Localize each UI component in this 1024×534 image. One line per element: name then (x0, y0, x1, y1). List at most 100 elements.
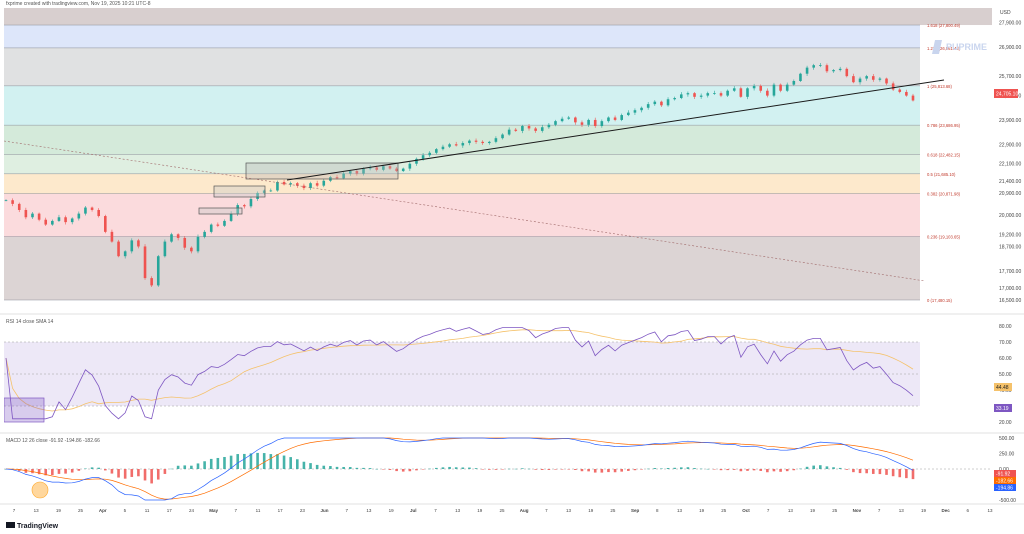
candle-body (84, 207, 87, 214)
time-tick-label: 7 (434, 508, 437, 513)
macd-hist-bar (845, 469, 849, 470)
range-boxes (198, 162, 399, 215)
macd-hist-bar (117, 469, 120, 478)
macd-hist-bar (501, 469, 504, 470)
macd-hist-bar (170, 468, 173, 470)
macd-hist-bar (871, 469, 875, 474)
macd-hist-bar (216, 457, 220, 469)
candle-body (196, 236, 200, 252)
candle-body (375, 167, 379, 170)
fib-trend-dashed (3, 140, 926, 282)
candle-body (693, 93, 696, 97)
candle-body (236, 205, 240, 214)
candle-body (534, 128, 537, 131)
candle-body (309, 183, 312, 189)
candle-body (57, 217, 61, 221)
candle-body (223, 220, 226, 226)
candle-body (24, 209, 28, 218)
candle-body (494, 138, 498, 142)
candle-body (706, 93, 710, 96)
candle-body (137, 240, 140, 247)
candle-body (454, 144, 458, 146)
macd-hist-bar (262, 453, 266, 469)
candle-body (540, 127, 544, 131)
macd-line-badge-box (994, 484, 1016, 491)
macd-hist-bar (454, 467, 458, 469)
time-tick-label: 25 (78, 508, 84, 513)
macd-header: MACD 12 26 close -91.92 -194.86 -182.66 (6, 438, 100, 444)
time-tick-label: 19 (588, 508, 594, 513)
candle-body (388, 166, 392, 169)
candle-body (289, 183, 292, 185)
candle-body (759, 85, 763, 91)
rsi-tick-label: 60.00 (999, 356, 1012, 362)
macd-hist-bar (428, 468, 432, 470)
candle-body (104, 216, 107, 232)
candle-body (574, 117, 577, 123)
rsi-ma-badge: 44.48 (996, 385, 1009, 391)
macd-hist-bar (441, 467, 445, 469)
macd-hist-bar (322, 465, 326, 469)
candle-body (660, 101, 663, 106)
macd-hist-bar (90, 467, 94, 469)
macd-tick-label: -500.00 (999, 498, 1016, 504)
rsi-ma-line (5, 329, 914, 412)
macd-hist-bar (44, 469, 48, 476)
fib-band-top (4, 8, 992, 26)
macd-hist-bar (474, 468, 478, 469)
rsi-panel (4, 327, 920, 423)
range-box-low (198, 207, 243, 215)
time-tick-label: 25 (499, 508, 505, 513)
candle-body (216, 224, 220, 226)
fib-bands (4, 8, 992, 301)
macd-hist-bar (885, 469, 888, 475)
macd-hist-bar (785, 469, 789, 472)
candle-body (269, 190, 273, 192)
time-tick-label: Jun (321, 508, 329, 513)
candle-body (779, 84, 782, 91)
candle-body (739, 88, 743, 97)
candle-body (732, 88, 736, 91)
macd-hist-bar (421, 469, 425, 470)
current-price-label: 24,705.10 (996, 92, 1018, 98)
macd-hist-bar (97, 467, 100, 469)
macd-hist-bar (276, 454, 279, 469)
brand-logo: PUPRIME (932, 40, 987, 54)
macd-hist-bar (395, 469, 398, 472)
candle-body (315, 183, 319, 186)
brand-logo-mark (932, 40, 942, 54)
candle-body (17, 203, 21, 210)
candle-body (355, 171, 359, 174)
candle-body (322, 180, 326, 186)
candle-body (560, 118, 564, 122)
candle-body (726, 90, 729, 96)
candle-body (507, 129, 511, 135)
candle-body (11, 200, 14, 204)
fib-label: 1.272 (26,861.48) (927, 46, 961, 51)
candle-body (256, 192, 259, 200)
fib-label: 0.786 (23,686.95) (927, 123, 961, 128)
candle-body (633, 110, 637, 113)
time-tick-label: 13 (899, 508, 905, 513)
candle-body (282, 181, 286, 185)
candle-body (521, 126, 524, 131)
candle-body (421, 155, 425, 159)
brand-logo-text: PUPRIME (946, 42, 987, 52)
macd-hist-bar (607, 469, 610, 473)
price-tick-label: 25,700.00 (999, 74, 1021, 80)
fib-label: 0 (17,480.15) (927, 298, 953, 303)
candle-body (203, 231, 206, 237)
macd-hist-bar (653, 468, 657, 469)
time-tick-label: 7 (13, 508, 16, 513)
time-tick-label: 17 (167, 508, 173, 513)
macd-hist-bar (825, 466, 829, 469)
candle-body (878, 78, 882, 80)
macd-hist-bar (905, 469, 908, 479)
macd-hist-bar (686, 467, 690, 469)
price-series (4, 62, 915, 288)
candle-body (713, 93, 716, 94)
candle-body (428, 152, 432, 156)
rsi-badge-box (994, 404, 1012, 412)
candle-body (620, 115, 624, 120)
macd-hist-bar (110, 469, 114, 474)
